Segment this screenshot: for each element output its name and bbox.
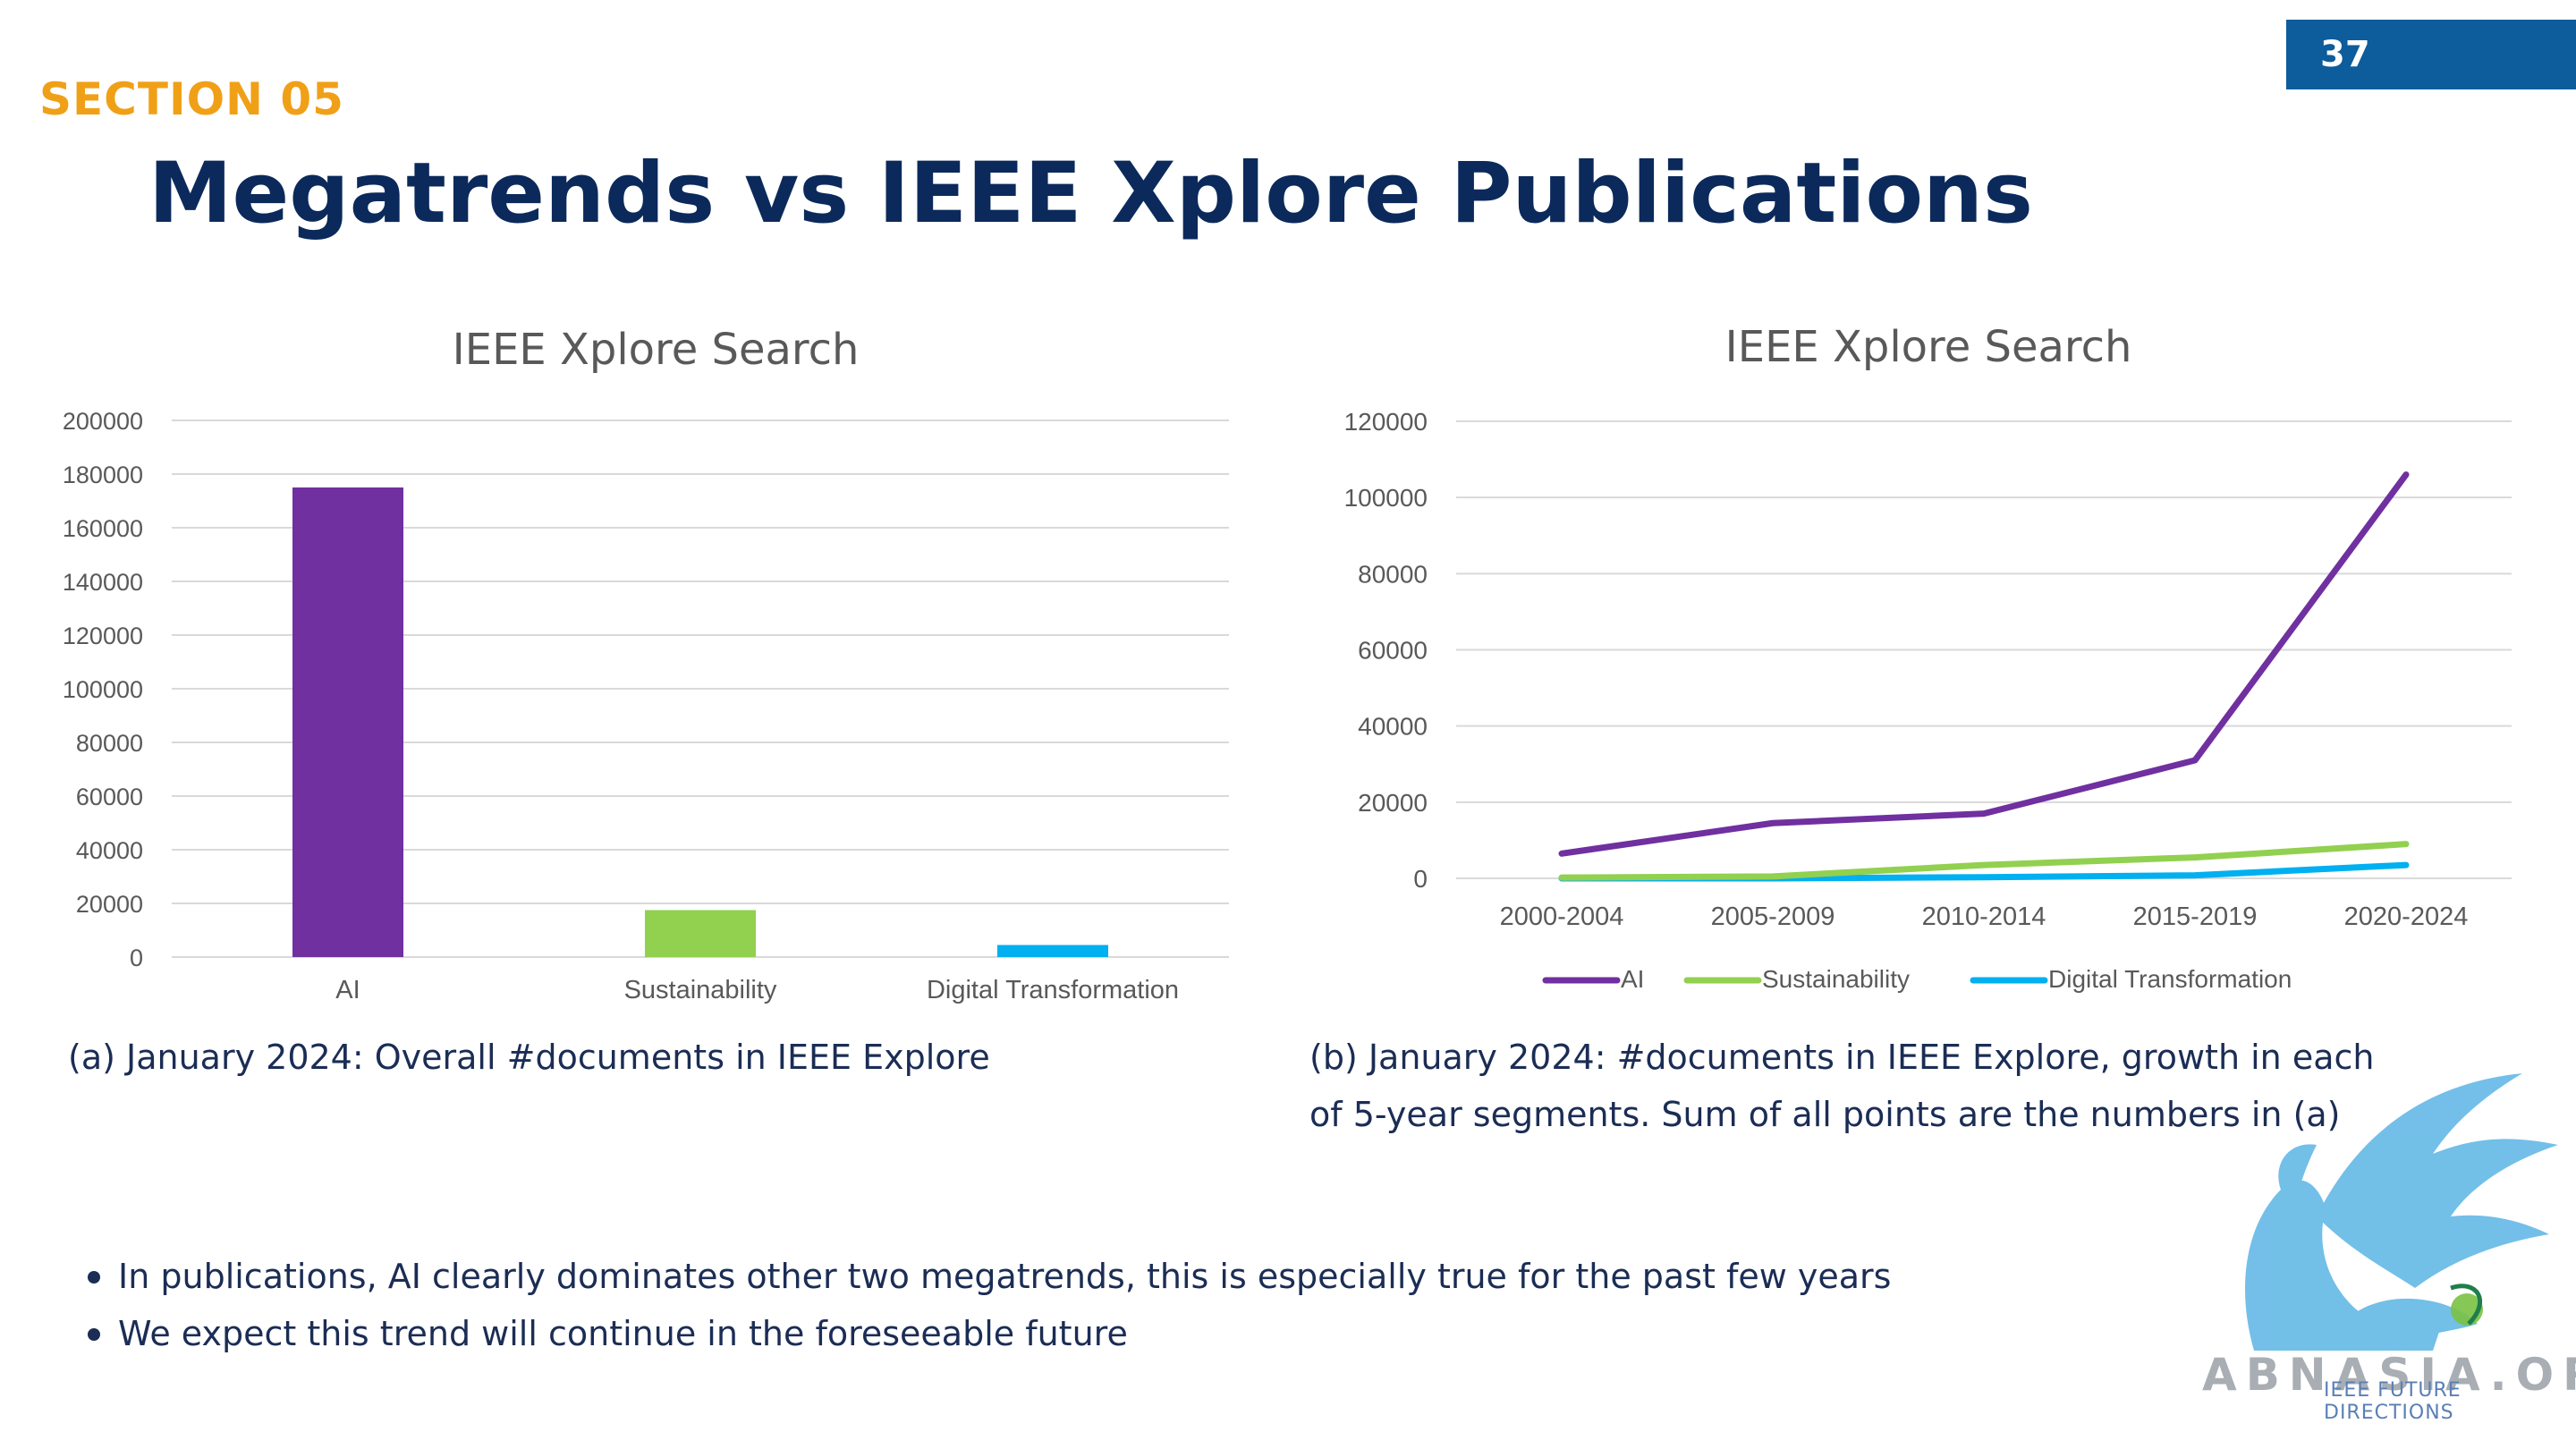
- series-line-sustainability: [1558, 841, 2410, 881]
- caption-chart-b: (b) January 2024: #documents in IEEE Exp…: [1309, 1038, 2375, 1134]
- x-tick-label: 2000-2004: [1500, 902, 1624, 931]
- y-tick-label: 40000: [76, 837, 143, 864]
- x-tick-label: AI: [335, 976, 360, 1004]
- griffin-logo-watermark: [2245, 1073, 2558, 1351]
- y-tick-label: 20000: [1358, 789, 1428, 817]
- section-label: SECTION 05: [39, 73, 344, 125]
- y-tick-label: 20000: [76, 891, 143, 918]
- legend-label: Sustainability: [1762, 965, 1910, 993]
- bar-sustainability: [645, 910, 756, 957]
- y-tick-label: 180000: [63, 462, 143, 488]
- x-tick-label: 2020-2024: [2344, 902, 2469, 931]
- bullet-list: In publications, AI clearly dominates ot…: [88, 1248, 1891, 1362]
- x-tick-label: Digital Transformation: [927, 976, 1179, 1004]
- chart-title: IEEE Xplore Search: [453, 325, 860, 375]
- y-tick-label: 120000: [63, 623, 143, 649]
- bullet-item: In publications, AI clearly dominates ot…: [88, 1248, 1891, 1305]
- line-chart-five-year-growth: IEEE Xplore Search 0 20000 40000 60000 80000 1…: [1344, 322, 2512, 993]
- y-tick-label: 40000: [1358, 713, 1428, 741]
- bar-ai: [292, 487, 403, 957]
- bar-chart-overall-documents: IEEE Xplore Search 0 20000 40000 60000 80000 1…: [63, 325, 1229, 1004]
- legend-label: Digital Transformation: [2048, 965, 2292, 993]
- y-tick-label: 200000: [63, 408, 143, 435]
- x-tick-label: Sustainability: [624, 976, 777, 1004]
- watermark-logo-text: ABNASIA.ORG: [2202, 1349, 2576, 1401]
- series-line-ai: [1558, 471, 2410, 857]
- chart-title: IEEE Xplore Search: [1725, 322, 2132, 372]
- y-tick-label: 60000: [1358, 637, 1428, 665]
- y-tick-label: 100000: [1344, 484, 1428, 512]
- y-tick-label: 80000: [1358, 560, 1428, 588]
- y-tick-label: 0: [1413, 865, 1428, 893]
- x-tick-label: 2010-2014: [1922, 902, 2046, 931]
- x-tick-label: 2005-2009: [1711, 902, 1835, 931]
- y-tick-label: 140000: [63, 569, 143, 596]
- y-tick-label: 160000: [63, 515, 143, 542]
- x-tick-label: 2015-2019: [2133, 902, 2258, 931]
- page-title: Megatrends vs IEEE Xplore Publications: [148, 145, 2033, 242]
- y-tick-label: 60000: [76, 784, 143, 810]
- caption-chart-a: (a) January 2024: Overall #documents in …: [68, 1038, 990, 1077]
- page-number-badge: 37: [2286, 20, 2576, 89]
- bar-digital-transformation: [997, 945, 1108, 957]
- y-tick-label: 80000: [76, 730, 143, 757]
- bullet-item: We expect this trend will continue in th…: [88, 1305, 1891, 1362]
- y-tick-label: 100000: [63, 676, 143, 703]
- legend-label: AI: [1621, 965, 1644, 993]
- watermark-sub-text: IEEE FUTURE DIRECTIONS: [2324, 1379, 2462, 1424]
- y-tick-label: 0: [130, 945, 143, 971]
- y-tick-label: 120000: [1344, 408, 1428, 436]
